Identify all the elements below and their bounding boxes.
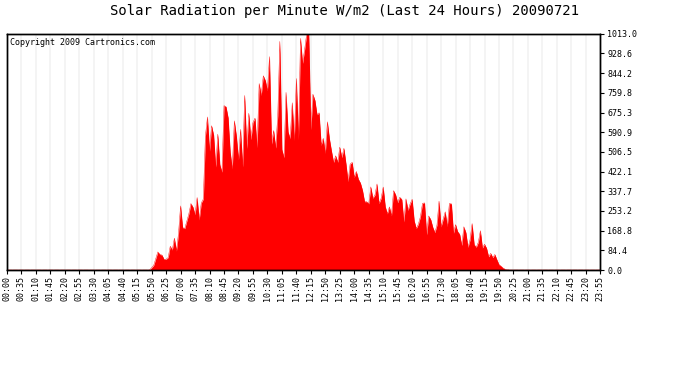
Text: Copyright 2009 Cartronics.com: Copyright 2009 Cartronics.com bbox=[10, 39, 155, 48]
Text: Solar Radiation per Minute W/m2 (Last 24 Hours) 20090721: Solar Radiation per Minute W/m2 (Last 24… bbox=[110, 4, 580, 18]
